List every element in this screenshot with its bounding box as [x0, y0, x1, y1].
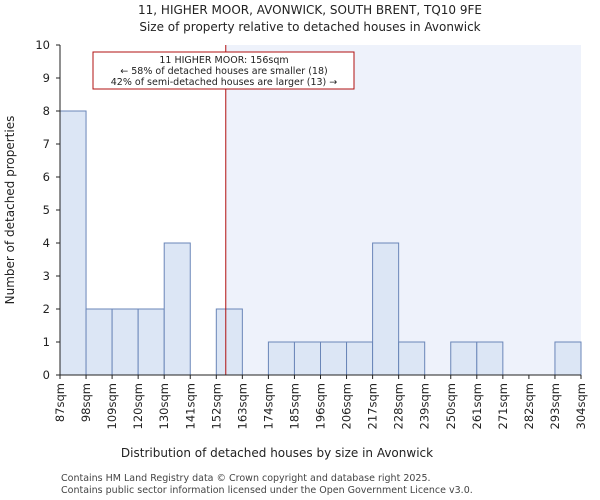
x-axis-ticks: 87sqm 98sqm 109sqm 120sqm 130sqm 141sqm 152sqm… — [53, 375, 588, 429]
x-tick-label-141sqm: 141sqm — [183, 383, 197, 429]
bar-293sqm — [554, 341, 582, 376]
x-tick-label-87sqm: 87sqm — [53, 383, 67, 422]
bar-174sqm — [267, 341, 295, 376]
x-tick-label-98sqm: 98sqm — [79, 383, 93, 422]
bar-228sqm — [398, 341, 426, 376]
chart-title-line1: 11, HIGHER MOOR, AVONWICK, SOUTH BRENT, … — [138, 3, 482, 17]
x-tick-label-206sqm: 206sqm — [340, 383, 354, 429]
annotation-box-frame — [92, 51, 355, 90]
bar-120sqm — [137, 308, 165, 376]
x-axis-label: Distribution of detached houses by size … — [121, 446, 433, 460]
y-tick-label: 6 — [43, 170, 50, 184]
bar-261sqm — [476, 341, 504, 376]
footer-line2: Contains public sector information licen… — [61, 485, 473, 496]
x-tick-label-130sqm: 130sqm — [157, 383, 171, 429]
footer-line1: Contains HM Land Registry data © Crown c… — [61, 473, 431, 484]
x-tick-label-217sqm: 217sqm — [366, 383, 380, 429]
y-tick-label: 3 — [43, 269, 50, 283]
y-tick-label: 10 — [35, 38, 50, 52]
y-tick-label: 0 — [43, 368, 50, 382]
y-tick-label: 4 — [43, 236, 50, 250]
larger-region-background — [225, 45, 582, 375]
bar-130sqm — [163, 242, 191, 376]
annotation-line2: ← 58% of detached houses are smaller (18… — [120, 66, 327, 77]
bar-109sqm — [111, 308, 139, 376]
bars-group — [59, 110, 582, 376]
x-tick-label-174sqm: 174sqm — [261, 383, 275, 429]
x-tick-label-293sqm: 293sqm — [548, 383, 562, 429]
annotation-box: 11 HIGHER MOOR: 156sqm ← 58% of detached… — [92, 51, 355, 90]
bar-250sqm — [450, 341, 478, 376]
y-tick-label: 2 — [43, 302, 50, 316]
y-tick-label: 8 — [43, 104, 50, 118]
bar-98sqm — [85, 308, 113, 376]
bar-185sqm — [293, 341, 322, 376]
x-tick-label-228sqm: 228sqm — [392, 383, 406, 429]
x-tick-label-261sqm: 261sqm — [470, 383, 484, 429]
y-tick-label: 5 — [43, 203, 50, 217]
y-tick-label: 1 — [43, 335, 50, 349]
bar-206sqm — [346, 341, 374, 376]
y-tick-label: 7 — [43, 137, 50, 151]
x-tick-label-271sqm: 271sqm — [496, 383, 510, 429]
x-tick-label-152sqm: 152sqm — [209, 383, 223, 429]
bar-217sqm — [372, 242, 400, 376]
y-axis-ticks: 0 1 2 3 4 5 6 7 8 9 10 — [35, 38, 60, 382]
x-tick-label-163sqm: 163sqm — [235, 383, 249, 429]
x-tick-label-250sqm: 250sqm — [444, 383, 458, 429]
annotation-line3: 42% of semi-detached houses are larger (… — [111, 77, 338, 88]
y-axis-label: Number of detached properties — [3, 116, 17, 305]
bar-87sqm — [59, 110, 87, 376]
bar-152sqm — [215, 308, 243, 376]
annotation-line1: 11 HIGHER MOOR: 156sqm — [159, 55, 288, 66]
y-tick-label: 9 — [43, 71, 50, 85]
chart-title-line2: Size of property relative to detached ho… — [139, 20, 480, 34]
x-tick-label-304sqm: 304sqm — [574, 383, 588, 429]
bar-196sqm — [320, 341, 348, 376]
x-tick-label-282sqm: 282sqm — [522, 383, 536, 429]
x-tick-label-109sqm: 109sqm — [105, 383, 119, 429]
x-tick-label-185sqm: 185sqm — [287, 383, 301, 429]
x-tick-label-239sqm: 239sqm — [418, 383, 432, 429]
x-tick-label-120sqm: 120sqm — [131, 383, 145, 429]
x-tick-label-196sqm: 196sqm — [314, 383, 328, 429]
